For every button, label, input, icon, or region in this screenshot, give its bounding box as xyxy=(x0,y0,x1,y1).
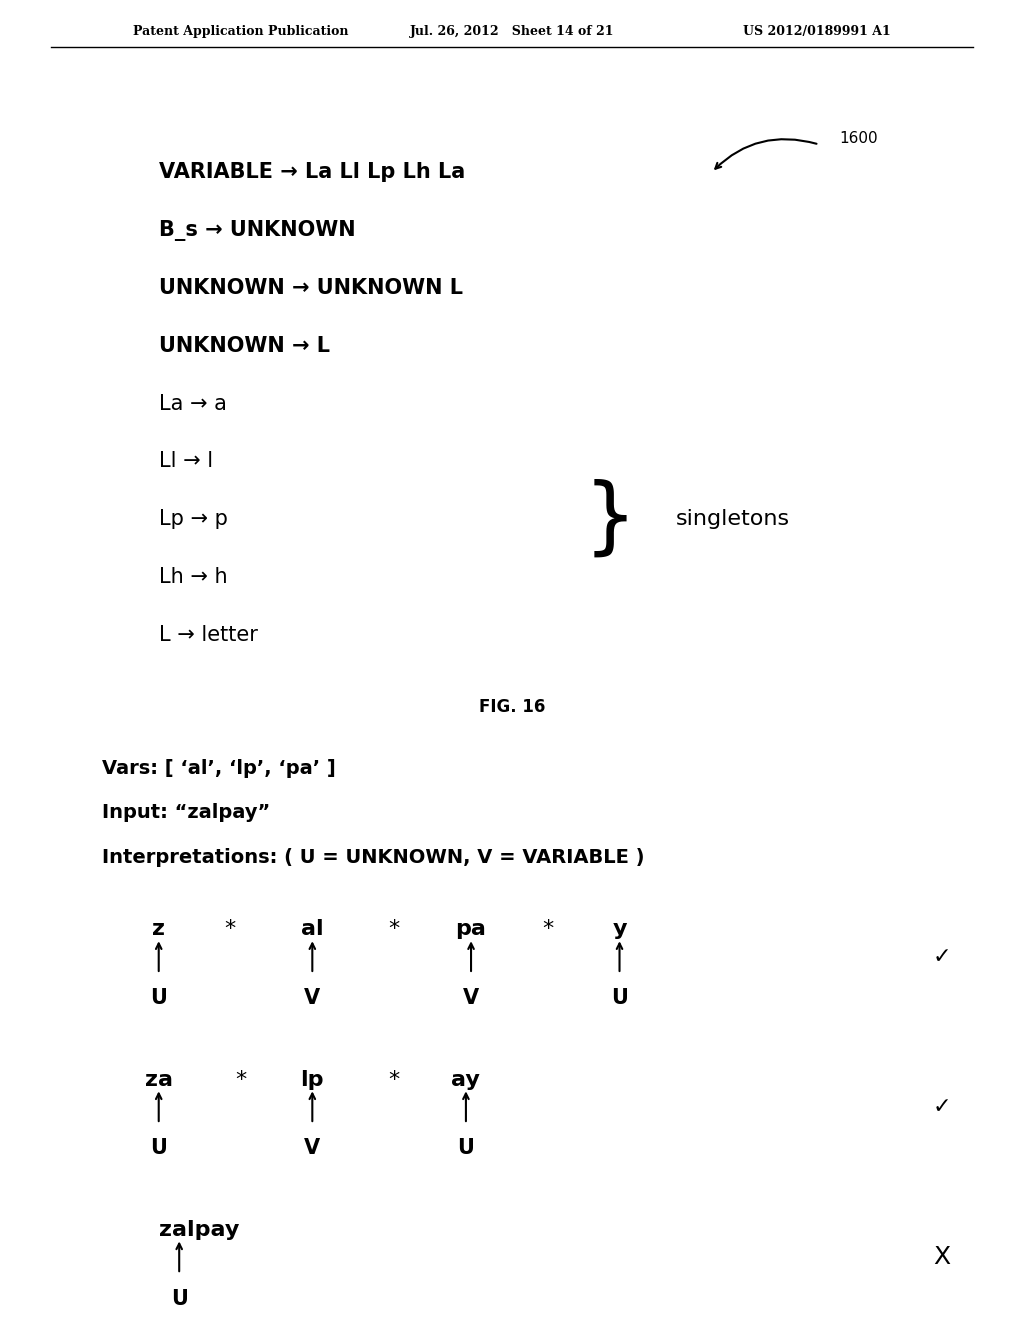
Text: La → a: La → a xyxy=(159,393,226,413)
Text: zalpay: zalpay xyxy=(159,1220,239,1239)
Text: V: V xyxy=(304,1138,321,1159)
Text: X: X xyxy=(934,1246,950,1270)
Text: U: U xyxy=(151,989,167,1008)
Text: U: U xyxy=(611,989,628,1008)
Text: Interpretations: ( U = UNKNOWN, V = VARIABLE ): Interpretations: ( U = UNKNOWN, V = VARI… xyxy=(102,847,645,867)
Text: FIG. 16: FIG. 16 xyxy=(479,698,545,715)
Text: pa: pa xyxy=(456,920,486,940)
Text: Lp → p: Lp → p xyxy=(159,510,227,529)
Text: *: * xyxy=(225,920,236,940)
Text: }: } xyxy=(584,479,637,560)
Text: U: U xyxy=(151,1138,167,1159)
Text: U: U xyxy=(171,1288,187,1308)
Text: ay: ay xyxy=(452,1069,480,1089)
Text: Lh → h: Lh → h xyxy=(159,568,227,587)
Text: Input: “zalpay”: Input: “zalpay” xyxy=(102,803,270,822)
Text: ✓: ✓ xyxy=(933,948,951,968)
Text: ✓: ✓ xyxy=(933,1097,951,1117)
Text: 1600: 1600 xyxy=(840,132,879,147)
Text: y: y xyxy=(612,920,627,940)
Text: Jul. 26, 2012   Sheet 14 of 21: Jul. 26, 2012 Sheet 14 of 21 xyxy=(410,25,614,38)
Text: Ll → l: Ll → l xyxy=(159,451,213,471)
Text: Patent Application Publication: Patent Application Publication xyxy=(133,25,348,38)
Text: za: za xyxy=(144,1069,173,1089)
Text: *: * xyxy=(389,1069,399,1089)
Text: US 2012/0189991 A1: US 2012/0189991 A1 xyxy=(743,25,891,38)
Text: lp: lp xyxy=(301,1069,324,1089)
Text: al: al xyxy=(301,920,324,940)
Text: *: * xyxy=(543,920,553,940)
Text: z: z xyxy=(153,920,165,940)
Text: Vars: [ ‘al’, ‘lp’, ‘pa’ ]: Vars: [ ‘al’, ‘lp’, ‘pa’ ] xyxy=(102,759,336,777)
Text: V: V xyxy=(304,989,321,1008)
Text: U: U xyxy=(458,1138,474,1159)
Text: UNKNOWN → L: UNKNOWN → L xyxy=(159,335,330,356)
Text: L → letter: L → letter xyxy=(159,624,258,645)
Text: UNKNOWN → UNKNOWN L: UNKNOWN → UNKNOWN L xyxy=(159,279,463,298)
Text: *: * xyxy=(236,1069,246,1089)
Text: VARIABLE → La Ll Lp Lh La: VARIABLE → La Ll Lp Lh La xyxy=(159,162,465,182)
Text: singletons: singletons xyxy=(676,510,790,529)
Text: B_s → UNKNOWN: B_s → UNKNOWN xyxy=(159,219,355,240)
Text: V: V xyxy=(463,989,479,1008)
Text: *: * xyxy=(389,920,399,940)
